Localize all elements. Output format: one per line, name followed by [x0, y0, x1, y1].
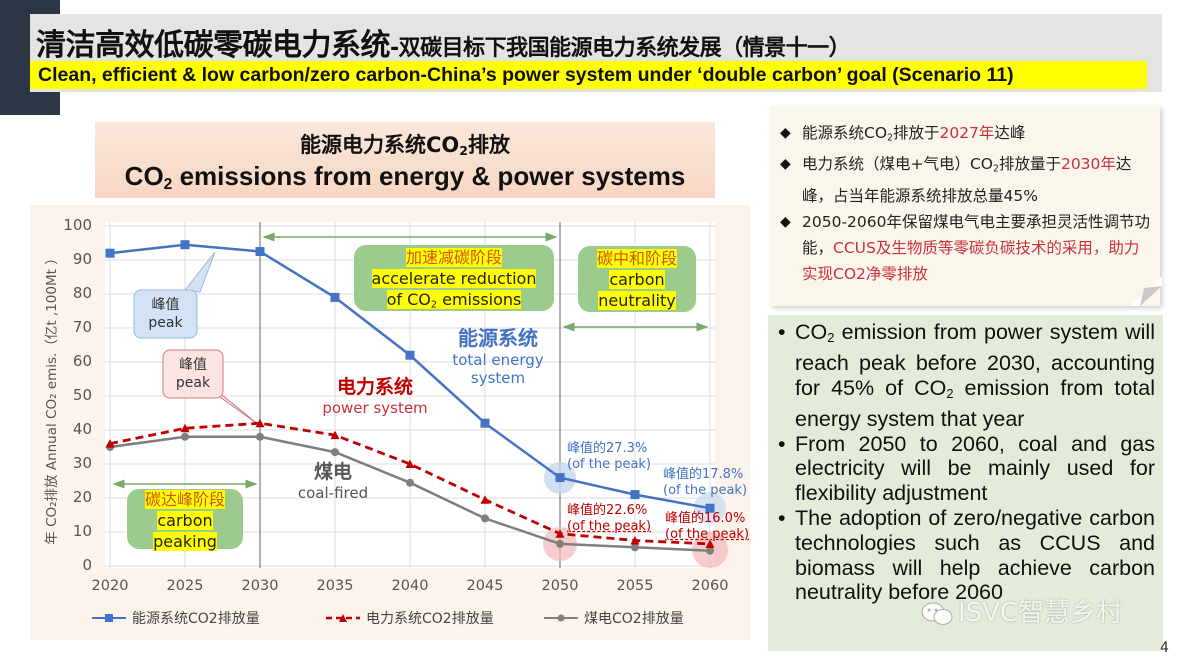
data-point-marker: [480, 495, 490, 504]
data-point-marker: [331, 448, 339, 457]
pct-energy-2050: 峰值的27.3% (of the peak): [567, 441, 652, 472]
peak-blue-callout: [133, 289, 198, 339]
pct-power-2050: 峰值的22.6% (of the peak): [567, 503, 652, 534]
pct-power-2060: 峰值的16.0% (of the peak): [665, 511, 750, 542]
y-tick-label: 30: [72, 454, 92, 472]
page-number: 4: [1160, 640, 1169, 656]
data-point-marker: [330, 292, 340, 302]
phase-carbon-peaking: 碳达峰阶段 carbon peaking: [127, 489, 243, 551]
note-en-item: From 2050 to 2060, coal and gas electric…: [778, 432, 1155, 506]
data-point-marker: [181, 432, 189, 441]
x-tick-label: 2035: [316, 578, 354, 594]
peak-blue-label: 峰值 peak: [148, 297, 183, 331]
data-point-marker: [555, 529, 565, 538]
note-en-item: CO2 emission from power system will reac…: [778, 320, 1155, 432]
coal-series-label: 煤电 coal-fired: [297, 461, 369, 502]
x-tick-label: 2030: [241, 578, 279, 594]
phase-accelerate-reduction: 加速减碳阶段 accelerate reduction of CO2 emiss…: [354, 245, 554, 311]
data-point-marker: [705, 539, 715, 548]
data-point-marker: [180, 240, 190, 250]
title-cn-sub: -双碳目标下我国能源电力系统发展（情景十一）: [390, 36, 851, 61]
page-fold-icon: [1130, 276, 1162, 306]
legend-power-marker-icon: [326, 614, 360, 622]
legend-item-energy: 能源系统CO2排放量: [92, 608, 260, 628]
note-en-item: The adoption of zero/negative carbon tec…: [778, 506, 1155, 605]
x-tick-label: 2060: [691, 578, 729, 594]
data-point-marker: [555, 473, 565, 483]
data-point-marker: [706, 546, 714, 555]
legend-item-coal: 煤电CO2排放量: [544, 608, 684, 628]
x-tick-label: 2040: [391, 578, 429, 594]
data-point-marker: [405, 459, 415, 468]
wechat-icon: [921, 602, 953, 625]
data-point-marker: [105, 439, 115, 448]
data-point-marker: [631, 543, 639, 552]
y-tick-label: 60: [72, 352, 92, 370]
chart-title-box: 能源电力系统CO2排放 CO2 emissions from energy & …: [95, 122, 715, 198]
note-cn-item: 2050-2060年保留煤电气电主要承担灵活性调节功能，CCUS及生物质等零碳负…: [780, 209, 1152, 287]
data-point-marker: [255, 418, 265, 428]
legend-energy-marker-icon: [92, 614, 126, 622]
peak-red-label: 峰值 peak: [175, 357, 211, 391]
legend-item-power: 电力系统CO2排放量: [326, 608, 494, 628]
y-tick-label: 20: [72, 488, 92, 506]
data-point-marker: [705, 503, 715, 513]
data-point-marker: [330, 430, 340, 440]
x-tick-label: 2055: [616, 578, 654, 594]
data-point-marker: [630, 490, 640, 500]
x-tick-label: 2025: [166, 578, 204, 594]
chart-title-en: CO2 emissions from energy & power system…: [124, 161, 686, 193]
energy-series-label: 能源系统 total energy system: [452, 326, 544, 387]
page-title-cn: 清洁高效低碳零碳电力系统-双碳目标下我国能源电力系统发展（情景十一）: [36, 20, 851, 64]
y-axis-title: 年 CO₂排放 Annual CO₂ emis.（亿t ,100Mt ）: [44, 251, 60, 545]
data-point-marker: [180, 423, 190, 433]
y-tick-label: 50: [72, 386, 92, 404]
power-series-label: 电力系统 power system: [322, 376, 428, 417]
pct-energy-2060: 峰值的17.8% (of the peak): [663, 467, 748, 498]
data-point-marker: [480, 418, 490, 428]
title-cn-main: 清洁高效低碳零碳电力系统: [36, 28, 391, 63]
data-point-marker: [406, 478, 414, 487]
data-point-marker: [256, 432, 264, 441]
notes-cn-box: 能源系统CO2排放于2027年达峰 电力系统（煤电+气电）CO2排放量于2030…: [770, 106, 1160, 306]
data-point-marker: [556, 539, 564, 548]
x-tick-label: 2020: [91, 578, 129, 594]
data-point-marker: [105, 248, 115, 258]
note-cn-item: 电力系统（煤电+气电）CO2排放量于2030年达峰，占当年能源系统排放总量45%: [780, 151, 1152, 208]
data-point-marker: [255, 247, 265, 256]
y-tick-label: 100: [63, 216, 92, 234]
page-title-en: Clean, efficient & low carbon/zero carbo…: [30, 61, 1147, 89]
y-tick-label: 0: [82, 556, 92, 574]
series-layer: [105, 240, 715, 555]
x-tick-label: 2045: [466, 578, 504, 594]
legend-coal-marker-icon: [544, 614, 578, 622]
y-tick-label: 80: [72, 284, 92, 302]
y-tick-label: 90: [72, 250, 92, 268]
series-line: [109, 421, 711, 546]
peak-red-callout: [162, 349, 224, 399]
y-tick-label: 70: [72, 318, 92, 336]
y-tick-label: 10: [72, 522, 92, 540]
notes-en-box: CO2 emission from power system will reac…: [768, 315, 1163, 651]
data-point-marker: [630, 536, 640, 545]
data-point-marker: [405, 350, 415, 360]
phase-carbon-neutrality: 碳中和阶段 carbon neutrality: [578, 246, 696, 312]
note-cn-item: 能源系统CO2排放于2027年达峰: [780, 120, 1152, 151]
watermark: ISVC智慧乡村: [920, 592, 1122, 629]
data-point-marker: [481, 514, 489, 523]
chart-title-cn: 能源电力系统CO2排放: [299, 133, 511, 159]
x-tick-label: 2050: [541, 578, 579, 594]
y-tick-label: 40: [72, 420, 92, 438]
